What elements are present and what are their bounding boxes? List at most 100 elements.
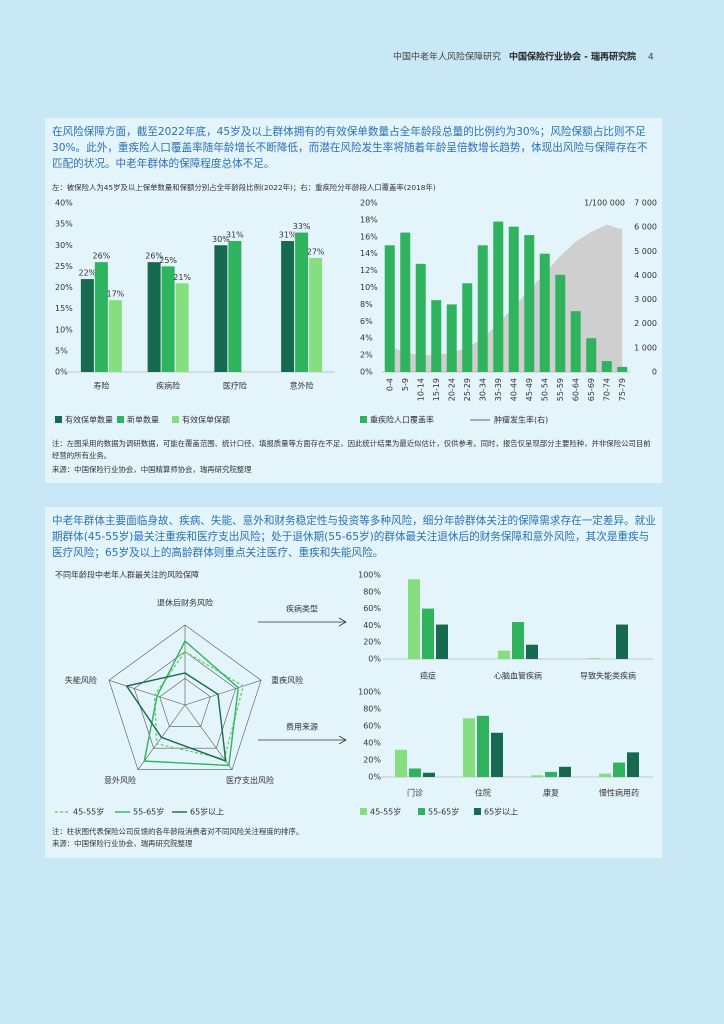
x-tick-label: 70-74 (602, 378, 611, 401)
bar (462, 283, 473, 372)
x-tick-label: 疾病险 (156, 381, 180, 391)
y-tick-label: 12% (360, 266, 378, 275)
source: 来源：中国保险行业协会，中国精算师协会，瑞再研究院整理 (52, 465, 252, 474)
y2-tick-label: 3 000 (634, 295, 657, 304)
legend-label: 有效保单数量 (65, 415, 113, 425)
bar (588, 658, 600, 659)
paragraph: 中老年群体主要面临身故、疾病、失能、意外和财务稳定性与投资等多种风险，细分年龄群… (52, 515, 656, 559)
x-tick-label: 45-49 (525, 378, 534, 401)
radar-ring (108, 624, 262, 771)
y-tick-label: 10% (55, 325, 73, 334)
legend-swatch (360, 416, 367, 423)
page-number: 4 (648, 53, 654, 63)
y-tick-label: 25% (55, 262, 73, 271)
y-tick-label: 80% (363, 705, 381, 714)
panel (45, 507, 662, 858)
y-tick-label: 20% (363, 638, 381, 647)
bar (309, 257, 323, 372)
bar (408, 579, 420, 659)
y-tick-label: 80% (363, 587, 381, 596)
bar (524, 235, 535, 372)
radar-axis-label: 意外风险 (104, 775, 136, 785)
legend-label: 有效保单保额 (182, 415, 230, 425)
source: 来源：中国保险行业协会，瑞再研究院整理 (52, 839, 193, 848)
y2-tick-label: 0 (652, 368, 657, 377)
x-tick-label: 65-69 (587, 378, 596, 401)
legend-swatch (55, 416, 62, 423)
bar (295, 232, 309, 372)
y-tick-label: 8% (360, 300, 373, 309)
y-tick-label: 20% (363, 756, 381, 765)
bar (94, 262, 108, 372)
legend-swatch (172, 416, 179, 423)
arrow-head (338, 617, 347, 627)
y2-tick-label: 2 000 (634, 319, 657, 328)
bar (409, 768, 421, 777)
radar-spoke (184, 704, 233, 770)
note: 注：左图采用的数据为调研数据，可能在覆盖范围、统计口径、填报质量等方面存在不足，… (52, 439, 651, 460)
x-tick-label: 导致失能类疾病 (580, 671, 636, 681)
bar (493, 221, 504, 372)
value-label: 26% (92, 252, 110, 261)
bar (214, 245, 228, 372)
bar (627, 752, 639, 777)
y-tick-label: 18% (360, 215, 378, 224)
bar (147, 262, 161, 372)
bar (415, 263, 426, 372)
bar (617, 366, 628, 372)
x-tick-label: 35-39 (494, 378, 503, 401)
radar-series (125, 672, 227, 763)
bar (477, 715, 489, 777)
y-tick-label: 14% (360, 249, 378, 258)
bar (108, 300, 122, 372)
legend-label: 45-55岁 (73, 807, 104, 817)
x-tick-label: 5-9 (401, 378, 410, 391)
y-tick-label: 60% (363, 604, 381, 613)
value-label: 25% (159, 256, 177, 265)
y-tick-label: 0% (55, 368, 68, 377)
radar-axis-label: 退休后财务风险 (157, 598, 213, 608)
bar (599, 773, 611, 777)
x-tick-label: 50-54 (540, 378, 549, 401)
bar (477, 245, 488, 372)
bar (491, 732, 503, 777)
y-tick-label: 40% (363, 621, 381, 630)
legend-label: 新单数量 (127, 415, 159, 425)
bar (161, 266, 175, 372)
bar (601, 361, 612, 372)
x-tick-label: 心脑血管疾病 (494, 671, 542, 681)
paragraph: 在风险保障方面，截至2022年底，45岁及以上群体拥有的有效保单数量占全年龄段总… (52, 126, 648, 170)
x-tick-label: 30-34 (478, 378, 487, 401)
x-tick-label: 75-79 (618, 378, 627, 401)
value-label: 31% (226, 231, 244, 240)
value-label: 27% (307, 247, 325, 256)
value-label: 21% (173, 273, 191, 282)
y-tick-label: 6% (360, 317, 373, 326)
bar (545, 771, 557, 777)
y2-axis-label: 1/100 000 (584, 199, 625, 208)
y-tick-label: 15% (55, 304, 73, 313)
radar-axis-label: 医疗支出风险 (226, 775, 274, 785)
bar (512, 622, 524, 659)
y-tick-label: 4% (360, 334, 373, 343)
value-label: 22% (78, 269, 96, 278)
x-tick-label: 15-19 (432, 378, 441, 401)
bar (436, 624, 448, 659)
bar (384, 245, 395, 372)
x-tick-label: 意外险 (290, 381, 314, 391)
y2-tick-label: 4 000 (634, 271, 657, 280)
y-tick-label: 0% (368, 655, 381, 664)
bar (463, 718, 475, 777)
x-tick-label: 55-59 (556, 378, 565, 401)
radar-axis-label: 失能风险 (65, 675, 97, 685)
value-label: 31% (279, 231, 297, 240)
annotation: 疾病类型 (286, 604, 318, 614)
bar (446, 304, 457, 372)
bar (395, 749, 407, 777)
bar (616, 624, 628, 659)
bar (613, 762, 625, 777)
radar-series (153, 650, 245, 760)
bar (228, 241, 242, 372)
bar (175, 283, 189, 372)
